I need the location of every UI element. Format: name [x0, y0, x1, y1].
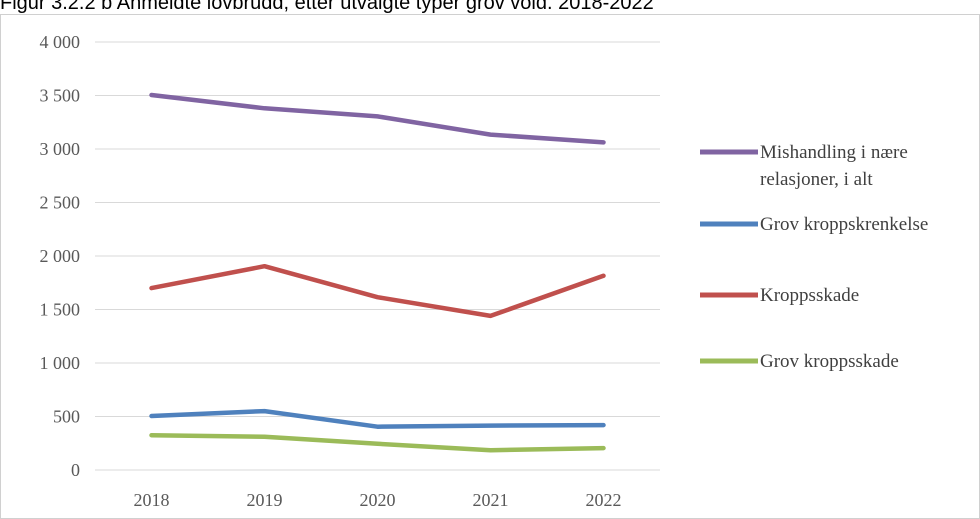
series-line: [149, 92, 606, 145]
y-tick-label: 4 000: [40, 32, 81, 52]
x-tick-label: 2019: [247, 490, 283, 510]
legend-label: relasjoner, i alt: [760, 169, 873, 190]
chart-title: Figur 3.2.2 b Anmeldte lovbrudd, etter u…: [0, 0, 654, 14]
legend-label: Kroppsskade: [760, 285, 859, 306]
x-tick-label: 2020: [360, 490, 396, 510]
x-tick-label: 2021: [473, 490, 509, 510]
y-tick-label: 2 500: [40, 193, 81, 213]
y-tick-label: 0: [71, 460, 80, 480]
series-line: [149, 408, 606, 429]
legend-label: Mishandling i nære: [760, 142, 908, 163]
legend-label: Grov kroppskrenkelse: [760, 214, 928, 235]
series-line: [149, 263, 606, 319]
legend: Mishandling i nære relasjoner, i alt Grov …: [700, 142, 928, 372]
y-tick-label: 500: [53, 407, 80, 427]
x-axis-ticks: 2018 2019 2020 2021 2022: [134, 490, 622, 510]
y-tick-label: 3 500: [40, 86, 81, 106]
y-tick-label: 2 000: [40, 246, 81, 266]
gridlines: [95, 41, 660, 471]
series-lines: [149, 92, 606, 453]
y-tick-label: 1 500: [40, 300, 81, 320]
legend-label: Grov kroppsskade: [760, 351, 899, 372]
y-tick-label: 3 000: [40, 139, 81, 159]
series-line: [149, 432, 606, 453]
y-tick-label: 1 000: [40, 353, 81, 373]
y-axis-ticks: 0 500 1 000 1 500 2 000 2 500 3 000 3 500 4 000: [40, 32, 81, 480]
x-tick-label: 2022: [586, 490, 622, 510]
x-tick-label: 2018: [134, 490, 170, 510]
